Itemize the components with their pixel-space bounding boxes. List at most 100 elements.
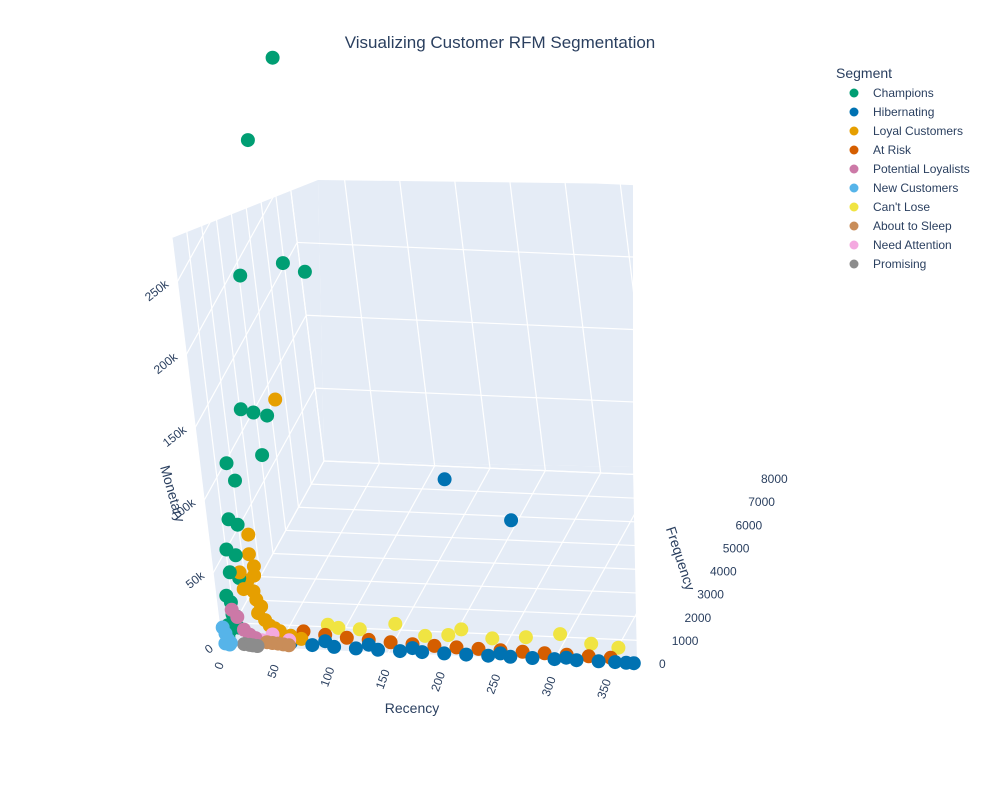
data-point-promising[interactable] bbox=[250, 639, 265, 653]
data-point-at-risk[interactable] bbox=[427, 638, 442, 653]
data-point-loyal-customers[interactable] bbox=[294, 631, 309, 646]
data-point-loyal-customers[interactable] bbox=[236, 582, 251, 597]
data-point-hibernating[interactable] bbox=[371, 642, 385, 657]
legend-item-hibernating[interactable]: Hibernating bbox=[849, 105, 935, 119]
data-point-champions[interactable] bbox=[265, 50, 280, 65]
data-point-hibernating[interactable] bbox=[437, 472, 452, 487]
x-gridline bbox=[550, 64, 602, 474]
data-point-loyal-customers[interactable] bbox=[241, 547, 256, 562]
z-gridline bbox=[323, 460, 740, 480]
floor-plane bbox=[222, 461, 637, 664]
data-point-can-t-lose[interactable] bbox=[418, 628, 433, 643]
x-tick-label: 200 bbox=[428, 670, 448, 694]
z-gridline bbox=[185, 169, 289, 355]
z-gridline bbox=[194, 242, 298, 428]
y-axis-title: Frequency bbox=[663, 525, 699, 593]
data-point-champions[interactable] bbox=[240, 133, 255, 148]
legend-item-potential-loyalists[interactable]: Potential Loyalists bbox=[849, 162, 970, 176]
y-gridline bbox=[247, 599, 663, 619]
legend-label: Loyal Customers bbox=[873, 124, 963, 138]
data-point-hibernating[interactable] bbox=[415, 645, 430, 660]
data-point-champions[interactable] bbox=[233, 268, 248, 283]
legend-item-champions[interactable]: Champions bbox=[849, 86, 934, 100]
legend-item-can-t-lose[interactable]: Can't Lose bbox=[849, 200, 931, 214]
data-point-hibernating[interactable] bbox=[591, 654, 606, 669]
data-point-hibernating[interactable] bbox=[569, 653, 584, 668]
y-gridline bbox=[272, 552, 689, 573]
data-point-hibernating[interactable] bbox=[504, 513, 519, 528]
x-gridline bbox=[384, 57, 436, 466]
x-tick-label: 150 bbox=[373, 667, 393, 691]
data-point-loyal-customers[interactable] bbox=[268, 392, 283, 407]
data-point-at-risk[interactable] bbox=[339, 630, 354, 645]
legend-marker bbox=[849, 88, 859, 98]
data-point-hibernating[interactable] bbox=[608, 655, 623, 670]
legend-item-new-customers[interactable]: New Customers bbox=[849, 181, 959, 195]
data-point-champions[interactable] bbox=[228, 473, 242, 488]
z-gridline bbox=[176, 96, 280, 283]
data-point-hibernating[interactable] bbox=[459, 647, 474, 662]
data-point-champions[interactable] bbox=[219, 456, 234, 471]
data-point-hibernating[interactable] bbox=[547, 652, 562, 667]
legend-marker bbox=[849, 145, 859, 155]
data-point-can-t-lose[interactable] bbox=[454, 622, 469, 637]
data-point-loyal-customers[interactable] bbox=[241, 527, 256, 542]
legend-item-at-risk[interactable]: At Risk bbox=[849, 143, 913, 157]
data-point-loyal-customers[interactable] bbox=[232, 565, 247, 580]
data-point-can-t-lose[interactable] bbox=[441, 628, 456, 642]
data-point-about-to-sleep[interactable] bbox=[281, 638, 296, 653]
data-point-at-risk[interactable] bbox=[449, 640, 464, 655]
data-point-hibernating[interactable] bbox=[626, 656, 641, 671]
data-point-can-t-lose[interactable] bbox=[352, 622, 367, 637]
data-point-at-risk[interactable] bbox=[471, 641, 486, 656]
data-point-can-t-lose[interactable] bbox=[331, 620, 346, 635]
legend-item-about-to-sleep[interactable]: About to Sleep bbox=[849, 219, 953, 233]
data-point-champions[interactable] bbox=[221, 512, 236, 527]
legend: Segment Champions Hibernating Loyal Custom… bbox=[836, 65, 970, 271]
legend-marker bbox=[849, 183, 859, 193]
data-point-hibernating[interactable] bbox=[327, 639, 342, 654]
data-point-can-t-lose[interactable] bbox=[584, 636, 599, 651]
legend-marker bbox=[849, 259, 859, 269]
data-point-champions[interactable] bbox=[219, 588, 234, 603]
legend-item-promising[interactable]: Promising bbox=[849, 257, 927, 271]
data-point-can-t-lose[interactable] bbox=[518, 630, 533, 645]
x-tick-label: 350 bbox=[594, 677, 614, 701]
data-point-potential-loyalists[interactable] bbox=[230, 610, 245, 624]
y-tick-label: 0 bbox=[659, 657, 666, 671]
data-point-champions[interactable] bbox=[246, 405, 261, 420]
data-point-can-t-lose[interactable] bbox=[485, 631, 500, 646]
data-point-can-t-lose[interactable] bbox=[553, 627, 568, 642]
data-point-hibernating[interactable] bbox=[348, 641, 363, 656]
legend-label: At Risk bbox=[873, 143, 912, 157]
legend-item-need-attention[interactable]: Need Attention bbox=[849, 238, 952, 252]
data-point-can-t-lose[interactable] bbox=[388, 616, 403, 631]
data-point-hibernating[interactable] bbox=[393, 644, 407, 659]
data-point-hibernating[interactable] bbox=[525, 651, 540, 665]
data-point-champions[interactable] bbox=[255, 448, 270, 463]
data-point-new-customers[interactable] bbox=[222, 637, 237, 652]
z-gridline bbox=[288, 168, 704, 189]
data-point-hibernating[interactable] bbox=[305, 638, 320, 653]
data-point-champions[interactable] bbox=[222, 565, 237, 580]
z-tick-label: 50k bbox=[183, 568, 208, 592]
legend-label: New Customers bbox=[873, 181, 958, 195]
y-tick-label: 5000 bbox=[723, 541, 750, 555]
data-point-at-risk[interactable] bbox=[383, 635, 398, 650]
legend-marker bbox=[849, 202, 859, 212]
data-point-hibernating[interactable] bbox=[481, 648, 496, 663]
data-point-champions[interactable] bbox=[297, 264, 312, 279]
data-point-champions[interactable] bbox=[219, 542, 234, 557]
data-point-champions[interactable] bbox=[233, 402, 248, 417]
legend-marker bbox=[849, 107, 859, 117]
y-gridline bbox=[196, 191, 249, 600]
data-point-champions[interactable] bbox=[275, 256, 290, 271]
y-tick-label: 7000 bbox=[748, 495, 775, 509]
data-point-hibernating[interactable] bbox=[437, 646, 452, 661]
data-point-can-t-lose[interactable] bbox=[611, 640, 626, 655]
legend-item-loyal-customers[interactable]: Loyal Customers bbox=[849, 124, 964, 138]
plot-scene[interactable]: 0 50 100 150 200 250 300 350 0 1000 2000 3000 4000 50… bbox=[142, 50, 788, 716]
data-point-hibernating[interactable] bbox=[503, 649, 518, 664]
data-point-champions[interactable] bbox=[260, 408, 275, 423]
